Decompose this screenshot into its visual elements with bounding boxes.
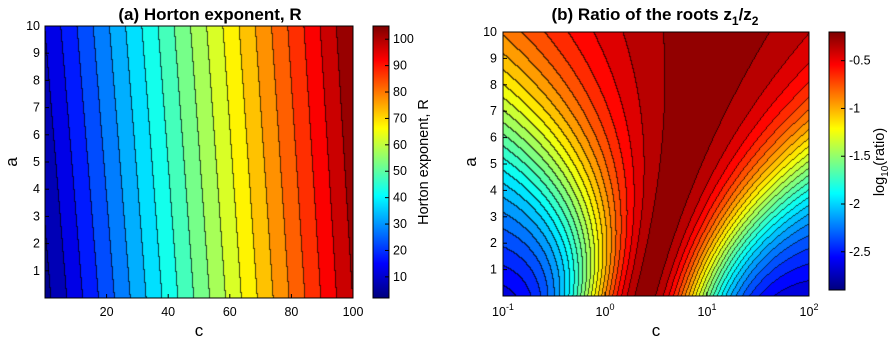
panel-a-y-tick-label: 4 xyxy=(33,182,40,196)
panel-a-y-ticks: 1 2 3 4 5 6 7 8 9 10 xyxy=(26,19,49,278)
panel-b-y-tick-label: 4 xyxy=(490,183,497,197)
panel-a-colorbar-tick-label: 100 xyxy=(393,32,414,46)
panel-a-plot-area xyxy=(45,26,353,298)
panel-a-colorbar-tick-label: 80 xyxy=(393,85,407,99)
panel-a-colorbar-tick-label: 40 xyxy=(393,191,407,205)
panel-b-y-tick-label: 2 xyxy=(490,236,497,250)
panel-b-colorbar-label-prefix: log xyxy=(872,177,888,196)
panel-a-x-tick-label: 80 xyxy=(284,305,298,319)
panel-b-y-tick-label: 10 xyxy=(483,25,497,39)
panel-b-title-sub2: 2 xyxy=(752,14,759,28)
panel-b-x-ticks: 10-1 100 101 102 xyxy=(492,292,818,319)
panel-a-colorbar-gradient xyxy=(373,26,389,298)
panel-a-colorbar-tick-label: 30 xyxy=(393,217,407,231)
panel-a-x-tick-label: 20 xyxy=(100,305,114,319)
panel-b-colorbar-label: log10(ratio) xyxy=(872,128,891,196)
panel-a-y-tick-label: 9 xyxy=(33,46,40,60)
panel-b-y-ticks: 1 2 3 4 5 6 7 8 9 10 xyxy=(483,25,507,277)
panel-b-colorbar: -2.5 -2 -1.5 -1 -0.5 log10(ratio) xyxy=(828,31,891,291)
panel-a-x-tick-label: 100 xyxy=(343,305,364,319)
panel-a-colorbar-tick-label: 10 xyxy=(393,270,407,284)
panel-a-colorbar-label: Horton exponent, R xyxy=(416,99,432,225)
panel-b-x-tick-label: 102 xyxy=(800,302,819,319)
panel-b-colorbar-tick-label: -2.5 xyxy=(849,245,871,259)
panel-a-colorbar-tick-label: 50 xyxy=(393,164,407,178)
panel-b-title-sub1: 1 xyxy=(732,14,739,28)
panel-a-colorbar-tick-label: 90 xyxy=(393,59,407,73)
panel-a-y-tick-label: 6 xyxy=(33,128,40,142)
panel-a-y-tick-label: 3 xyxy=(33,209,40,223)
panel-b-y-tick-label: 5 xyxy=(490,157,497,171)
panel-a-title: (a) Horton exponent, R xyxy=(118,5,301,24)
panel-a-x-label: c xyxy=(195,321,204,340)
panel-b-colorbar-tick-label: -0.5 xyxy=(849,54,871,68)
panel-b-colorbar-tick-label: -1 xyxy=(849,101,860,115)
panel-b-y-tick-label: 8 xyxy=(490,78,497,92)
panel-b-y-tick-label: 3 xyxy=(490,210,497,224)
panel-b-x-tick-label: 10-1 xyxy=(492,302,514,319)
panel-a-colorbar-tick-label: 20 xyxy=(393,243,407,257)
panel-a-y-tick-label: 10 xyxy=(26,19,40,33)
panel-a-y-tick-label: 8 xyxy=(33,73,40,87)
panel-a-x-tick-label: 40 xyxy=(161,305,175,319)
panel-a: (a) Horton exponent, R 20 40 60 80 100 1 2 3 4 5… xyxy=(2,5,363,340)
panel-b-y-label: a xyxy=(461,157,480,167)
panel-b-colorbar-ticks: -2.5 -2 -1.5 -1 -0.5 xyxy=(841,54,871,259)
panel-b-title-mid: /z xyxy=(739,5,752,24)
panel-a-x-ticks: 20 40 60 80 100 xyxy=(100,294,364,319)
panel-b-x-tick-label: 100 xyxy=(596,302,615,319)
panel-a-x-tick-label: 60 xyxy=(223,305,237,319)
panel-a-colorbar: 10 20 30 40 50 60 70 80 90 100 Horton exponent, R xyxy=(372,25,432,299)
panel-a-y-label: a xyxy=(2,157,21,167)
panel-a-y-tick-label: 1 xyxy=(33,264,40,278)
panel-b-title-main: (b) Ratio of the roots z xyxy=(552,5,732,24)
panel-a-y-tick-label: 7 xyxy=(33,101,40,115)
panel-b-colorbar-tick-label: -1.5 xyxy=(849,149,871,163)
panel-b-colorbar-label-suffix: (ratio) xyxy=(872,128,888,166)
panel-b-y-tick-label: 9 xyxy=(490,51,497,65)
panel-b-x-label: c xyxy=(652,321,661,340)
panel-b-colorbar-gradient xyxy=(829,32,845,290)
panel-b-x-tick-label: 101 xyxy=(698,302,717,319)
panel-a-colorbar-ticks: 10 20 30 40 50 60 70 80 90 100 xyxy=(385,32,414,284)
panel-a-colorbar-tick-label: 70 xyxy=(393,111,407,125)
panel-b-colorbar-label-sub: 10 xyxy=(880,165,891,177)
panel-b-y-tick-label: 6 xyxy=(490,131,497,145)
panel-b-y-tick-label: 7 xyxy=(490,104,497,118)
panel-a-y-tick-label: 5 xyxy=(33,155,40,169)
panel-b-colorbar-tick-label: -2 xyxy=(849,197,860,211)
panel-a-y-tick-label: 2 xyxy=(33,237,40,251)
panel-a-colorbar-tick-label: 60 xyxy=(393,138,407,152)
panel-b-title: (b) Ratio of the roots z1/z2 xyxy=(552,5,759,28)
panel-b-plot-area xyxy=(503,32,809,296)
panel-b-y-tick-label: 1 xyxy=(490,263,497,277)
panel-b: (b) Ratio of the roots z1/z2 10-1 100 101 1… xyxy=(461,5,818,340)
